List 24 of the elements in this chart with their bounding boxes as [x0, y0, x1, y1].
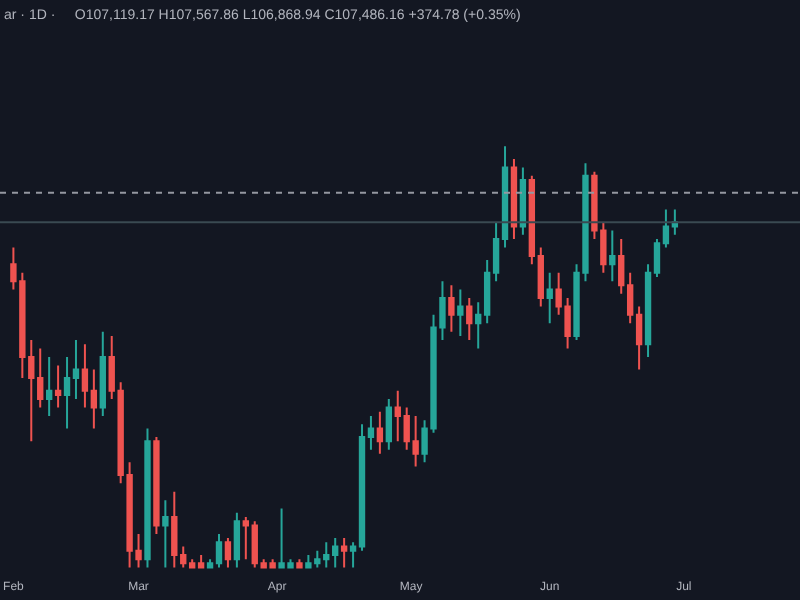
candlestick: [296, 558, 303, 569]
candlestick: [519, 166, 527, 236]
candlestick: [385, 398, 393, 451]
candlestick: [197, 553, 205, 569]
candlestick: [153, 436, 160, 535]
candlestick: [510, 158, 518, 241]
candlestick: [412, 414, 419, 468]
candlestick: [457, 288, 464, 337]
candlestick: [215, 532, 223, 569]
candlestick: [171, 490, 178, 569]
candlestick: [466, 297, 473, 342]
candlestick: [448, 284, 455, 333]
candlestick: [54, 364, 62, 409]
candlestick: [99, 330, 106, 417]
candlestick: [162, 499, 169, 569]
candlestick: [546, 271, 553, 325]
candlestick: [376, 410, 384, 455]
candlestick: [340, 537, 348, 569]
candlestick: [144, 427, 151, 569]
candlestick: [233, 511, 241, 569]
candlestick: [609, 229, 616, 283]
candlestick: [224, 537, 232, 569]
candlestick: [45, 355, 53, 417]
candlestick: [269, 558, 276, 569]
